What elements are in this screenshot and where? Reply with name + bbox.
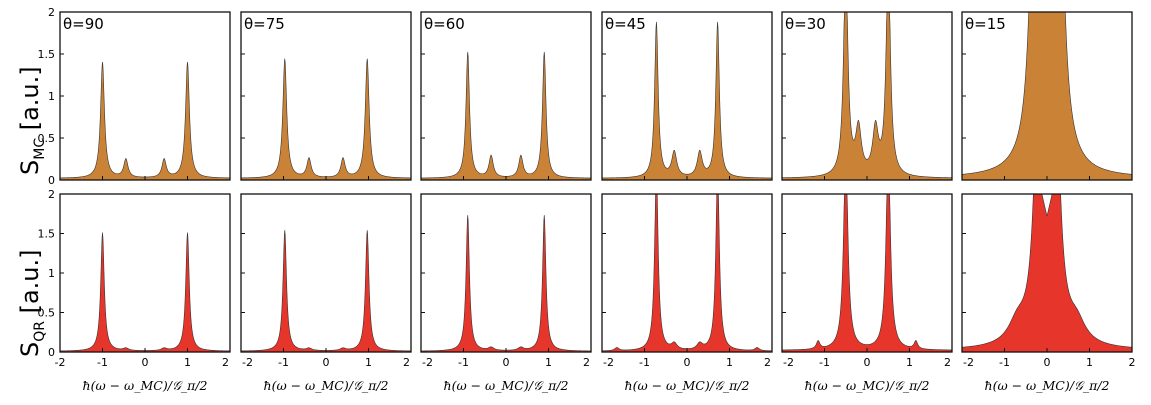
x-axis-label: ħ(ω − ω_MC)/𝒢_π/2: [985, 378, 1110, 393]
axes-frame: [59, 193, 231, 353]
spectrum-area: [241, 230, 411, 352]
x-tick-label: 0: [864, 356, 871, 369]
panel-mc-6: θ=15: [961, 11, 1133, 181]
y-tick-label: 0.5: [38, 307, 56, 320]
svg-text:SQR [a.u.]: SQR [a.u.]: [16, 249, 48, 357]
row-label-mc-unit: [a.u.]: [16, 66, 44, 138]
x-tick-label: -1: [97, 356, 108, 369]
x-tick-label: -1: [999, 356, 1010, 369]
axes-frame: [59, 11, 231, 181]
x-tick-label: -1: [819, 356, 830, 369]
row-label-mc: SMC [a.u.]: [16, 66, 48, 175]
row-label-mc-main: S: [16, 160, 44, 175]
x-tick-label: 2: [403, 356, 410, 369]
x-tick-label: 0: [503, 356, 510, 369]
y-tick-label: 1: [48, 267, 55, 280]
x-tick-label: -2: [242, 356, 253, 369]
x-tick-label: -2: [783, 356, 794, 369]
axes-frame: [781, 11, 953, 181]
x-tick-label: 1: [726, 356, 733, 369]
panel-qr-4: -2 -1 0 1 2 ħ(ω − ω_MC)/𝒢_π/2: [601, 193, 773, 393]
axes-frame: [240, 11, 412, 181]
spectrum-area: [782, 194, 952, 352]
panel-qr-3: -2 -1 0 1 2 ħ(ω − ω_MC)/𝒢_π/2: [420, 193, 592, 393]
panel-mc-3: θ=60: [420, 11, 592, 181]
x-axis-label: ħ(ω − ω_MC)/𝒢_π/2: [805, 378, 930, 393]
x-tick-label: -1: [639, 356, 650, 369]
y-tick-label: 1: [48, 90, 55, 103]
svg-text:SMC [a.u.]: SMC [a.u.]: [16, 66, 48, 175]
x-tick-label: -2: [603, 356, 614, 369]
panel-mc-1: 0 0.5 1 1.5 2 θ=90: [38, 6, 231, 187]
y-tick-label: 1.5: [38, 48, 56, 61]
axes-frame: [240, 193, 412, 353]
x-axis-label: ħ(ω − ω_MC)/𝒢_π/2: [83, 378, 208, 393]
theta-label: θ=90: [63, 15, 104, 33]
x-tick-label: 1: [365, 356, 372, 369]
y-tick-label: 0.5: [38, 132, 56, 145]
spectrum-area: [421, 215, 591, 352]
x-axis-label: ħ(ω − ω_MC)/𝒢_π/2: [444, 378, 569, 393]
panel-qr-6: -2 -1 0 1 2 ħ(ω − ω_MC)/𝒢_π/2: [961, 193, 1136, 393]
x-tick-label: 1: [1086, 356, 1093, 369]
spectrum-area: [782, 12, 952, 180]
x-tick-label: -2: [963, 356, 974, 369]
panel-mc-5: θ=30: [781, 11, 953, 181]
x-tick-label: 2: [944, 356, 951, 369]
spectrum-area: [962, 194, 1132, 352]
spectrum-area: [241, 58, 411, 180]
panels: 0 0.5 1 1.5 2 θ=90 θ=75 θ=60 θ=45 θ=30 θ=15 0 0.5 1 1.…: [38, 6, 1136, 393]
x-tick-label: 2: [1129, 356, 1136, 369]
y-tick-label: 2: [48, 188, 55, 201]
panel-qr-2: -2 -1 0 1 2 ħ(ω − ω_MC)/𝒢_π/2: [240, 193, 412, 393]
spectrum-area: [60, 62, 230, 180]
x-tick-label: 0: [1044, 356, 1051, 369]
panel-qr-5: -2 -1 0 1 2 ħ(ω − ω_MC)/𝒢_π/2: [781, 193, 953, 393]
theta-label: θ=60: [424, 15, 465, 33]
x-tick-label: 2: [222, 356, 229, 369]
y-tick-label: 0: [48, 174, 55, 187]
panel-mc-4: θ=45: [601, 11, 773, 181]
theta-label: θ=30: [785, 15, 826, 33]
theta-label: θ=75: [244, 15, 285, 33]
x-axis-label: ħ(ω − ω_MC)/𝒢_π/2: [625, 378, 750, 393]
y-tick-label: 2: [48, 6, 55, 19]
row-label-qr-main: S: [16, 342, 44, 357]
panel-mc-2: θ=75: [240, 11, 412, 181]
x-tick-label: 0: [684, 356, 691, 369]
panel-qr-1: 0 0.5 1 1.5 2 -2 -1 0 1 2 ħ(ω − ω_MC)/𝒢_π/2: [38, 188, 231, 393]
row-label-mc-sub: MC: [32, 138, 48, 160]
x-tick-label: 1: [184, 356, 191, 369]
axes-frame: [781, 193, 953, 353]
x-tick-label: -2: [55, 356, 66, 369]
x-axis-label: ħ(ω − ω_MC)/𝒢_π/2: [264, 378, 389, 393]
y-tick-label: 1.5: [38, 228, 56, 241]
x-tick-label: 2: [583, 356, 590, 369]
spectrum-area: [421, 51, 591, 180]
spectrum-area: [602, 21, 772, 180]
row-label-qr: SQR [a.u.]: [16, 249, 48, 357]
axes-frame: [601, 193, 773, 353]
x-tick-label: 0: [142, 356, 149, 369]
theta-label: θ=15: [965, 15, 1006, 33]
row-label-qr-sub: QR: [32, 321, 48, 342]
axes-frame: [601, 11, 773, 181]
x-tick-label: 1: [906, 356, 913, 369]
theta-label: θ=45: [605, 15, 646, 33]
spectrum-area: [60, 232, 230, 352]
row-label-qr-unit: [a.u.]: [16, 249, 44, 321]
x-tick-label: -1: [278, 356, 289, 369]
spectrum-area: [602, 194, 772, 352]
axes-frame: [420, 11, 592, 181]
x-tick-label: 0: [323, 356, 330, 369]
x-tick-label: -1: [458, 356, 469, 369]
x-tick-label: 1: [545, 356, 552, 369]
y-tick-label: 0: [48, 346, 55, 359]
x-tick-label: -2: [422, 356, 433, 369]
axes-frame: [420, 193, 592, 353]
spectrum-area: [962, 12, 1132, 180]
x-tick-label: 2: [764, 356, 771, 369]
